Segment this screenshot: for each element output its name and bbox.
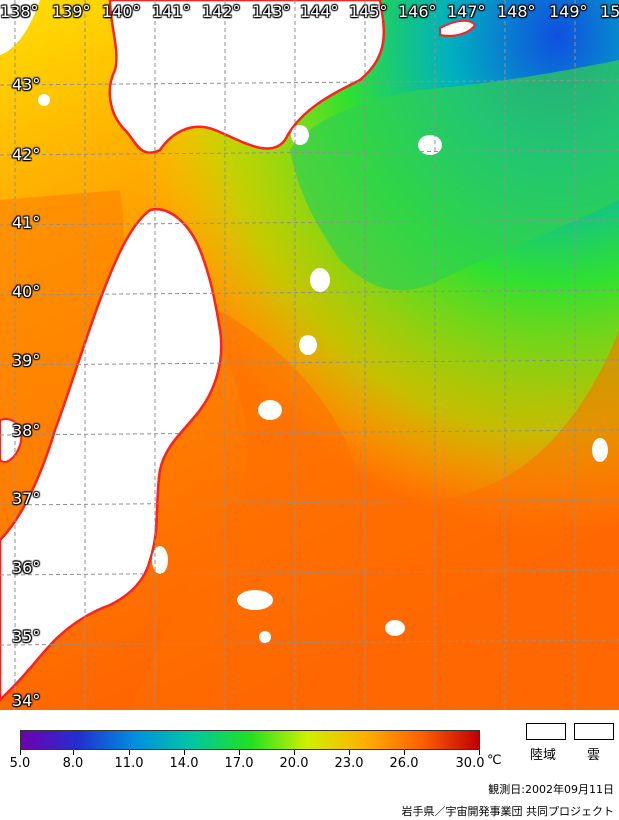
lon-label-140: 140°: [102, 2, 141, 21]
colorbar-tick-label: 23.0: [334, 756, 364, 771]
colorbar-tick: [349, 750, 350, 755]
honshu-land: [0, 207, 223, 702]
colorbar-tick-label: 30.0: [455, 756, 485, 771]
lat-label-43: 43°: [12, 75, 41, 94]
lat-label-42: 42°: [12, 145, 41, 164]
lat-label-40: 40°: [12, 282, 41, 301]
graticule: [0, 0, 619, 710]
lon-label-145: 145°: [349, 2, 388, 21]
lon-label-138: 138°: [0, 2, 39, 21]
lon-label-143: 143°: [252, 2, 291, 21]
lon-label-142: 142°: [202, 2, 241, 21]
northwest-land: [0, 0, 40, 55]
colorbar-tick-label: 26.0: [389, 756, 419, 771]
colorbar-tick: [294, 750, 295, 755]
temperature-colorbar: [20, 730, 480, 750]
lon-label-144: 144°: [300, 2, 339, 21]
colorbar-tick-label: 14.0: [169, 756, 199, 771]
colorbar-tick: [20, 750, 21, 755]
colorbar-tick-label: 17.0: [224, 756, 254, 771]
colorbar-tick: [73, 750, 74, 755]
lat-label-36: 36°: [12, 558, 41, 577]
temperature-unit: ℃: [487, 753, 502, 768]
sado-island: [0, 418, 23, 463]
cloud-legend-label: 雲: [587, 748, 601, 763]
land-legend-label: 陸域: [530, 748, 557, 763]
colorbar-tick-label: 8.0: [62, 756, 84, 771]
kuril-island: [439, 19, 477, 37]
lon-label-150: 15: [600, 2, 619, 21]
lon-label-146: 146°: [398, 2, 437, 21]
colorbar-tick: [479, 750, 480, 755]
cloud-legend-swatch: [574, 723, 614, 740]
colorbar-tick: [239, 750, 240, 755]
colorbar-tick: [129, 750, 130, 755]
colorbar-tick: [184, 750, 185, 755]
land-legend-swatch: [526, 723, 566, 740]
colorbar-tick-label: 20.0: [279, 756, 309, 771]
sea-surface-temperature-map: [0, 0, 619, 710]
lon-label-141: 141°: [152, 2, 191, 21]
colorbar-tick-label: 11.0: [114, 756, 144, 771]
lon-label-147: 147°: [447, 2, 486, 21]
lat-label-37: 37°: [12, 489, 41, 508]
credit-text: 岩手県／宇宙開発事業団 共同プロジェクト: [401, 805, 615, 818]
lon-label-139: 139°: [52, 2, 91, 21]
colorbar-tick-label: 5.0: [9, 756, 31, 771]
lat-label-41: 41°: [12, 213, 41, 232]
lon-label-149: 149°: [549, 2, 588, 21]
lat-label-35: 35°: [12, 627, 41, 646]
colorbar-tick: [404, 750, 405, 755]
lat-label-38: 38°: [12, 421, 41, 440]
observation-date: 観測日:2002年09月11日: [488, 783, 614, 796]
lat-label-39: 39°: [12, 351, 41, 370]
lon-label-148: 148°: [497, 2, 536, 21]
lat-label-34: 34°: [12, 691, 41, 710]
sea-of-japan-warm: [0, 190, 125, 560]
oyashio-cold-current: [290, 60, 619, 291]
cloud-patches: [38, 94, 608, 643]
hokkaido-land: [108, 0, 386, 154]
